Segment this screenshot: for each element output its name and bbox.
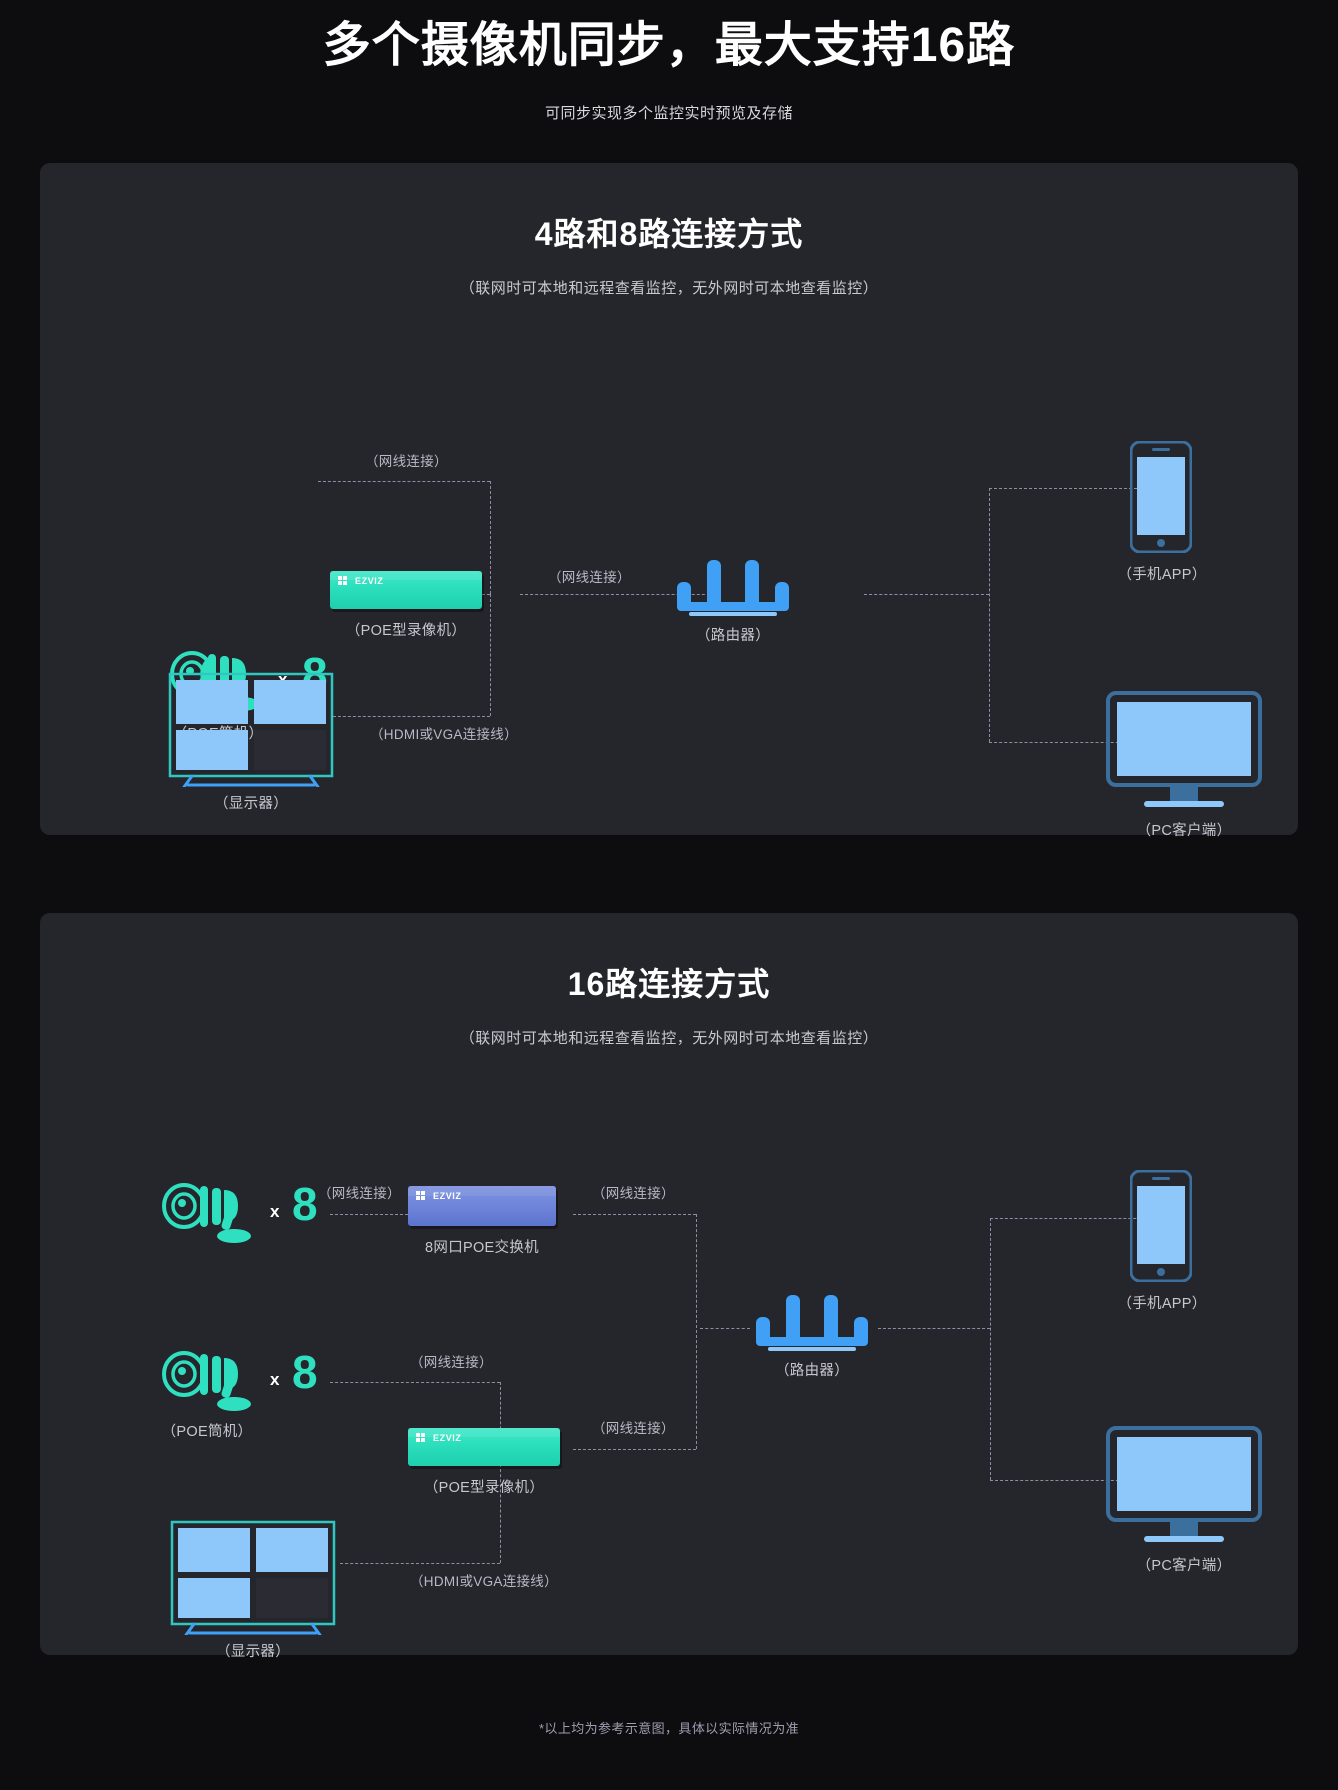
node-phone-2[interactable]: （手机APP） — [1117, 1169, 1206, 1312]
pc-monitor-icon — [1106, 691, 1262, 809]
wire-trunk-vertical — [989, 488, 990, 742]
router-icon — [673, 548, 793, 616]
node-pc[interactable]: （PC客户端） — [1106, 691, 1262, 839]
camera-top-multiplier-x: x — [270, 1202, 280, 1221]
wire-trunk-to-pc — [989, 742, 1134, 743]
nvr-device-icon: EZVIZ — [330, 571, 482, 609]
pc-label: （PC客户端） — [1136, 823, 1232, 839]
ezviz-logo-nvr-2: EZVIZ — [416, 1433, 462, 1443]
page-title: 多个摄像机同步，最大支持16路 — [322, 19, 1016, 72]
camera-bottom-label: （POE筒机） — [161, 1424, 253, 1440]
wire-nvr-to-router — [700, 1328, 750, 1329]
wire-label-camera-bottom-to-nvr: （网线连接） — [410, 1355, 493, 1370]
node-nvr-2[interactable]: EZVIZ （POE型录像机） — [408, 1428, 560, 1496]
wire-trunk-to-phone — [990, 1218, 1156, 1219]
wire-label-camera-top-to-switch: （网线连接） — [318, 1186, 401, 1201]
section-1-diagram: x 8 （POE筒机） （网线连接） EZVIZ （POE型录像机） — [40, 298, 1298, 970]
wire-camera-bottom-to-nvr-horizontal — [330, 1382, 500, 1383]
wire-label-nvr-to-router: （网线连接） — [592, 1421, 675, 1436]
node-router-2[interactable]: （路由器） — [752, 1283, 872, 1379]
wire-label-nvr-to-display: （HDMI或VGA连接线） — [370, 727, 518, 742]
wire-camera-to-nvr-horizontal — [318, 481, 490, 482]
ezviz-wordmark: EZVIZ — [355, 576, 384, 586]
nvr-label: （POE型录像机） — [345, 623, 467, 639]
section-four-and-eight-channel: 4路和8路连接方式 （联网时可本地和远程查看监控，无外网时可本地查看监控） — [40, 163, 1298, 839]
node-router[interactable]: （路由器） — [673, 548, 793, 644]
node-poe-switch[interactable]: EZVIZ 8网口POE交换机 — [408, 1186, 556, 1256]
wire-label-nvr-to-router: （网线连接） — [548, 570, 631, 585]
node-display-2[interactable]: （显示器） — [170, 1520, 336, 1660]
camera-bottom-multiplier-count: 8 — [292, 1346, 318, 1398]
node-camera-top-group[interactable]: x 8 — [162, 1178, 318, 1244]
footnote: *以上均为参考示意图，具体以实际情况为准 — [538, 1721, 800, 1736]
pc-monitor-icon-2 — [1106, 1426, 1262, 1544]
poe-switch-icon: EZVIZ — [408, 1186, 556, 1226]
wire-trunk-to-pc — [990, 1480, 1134, 1481]
wire-nvr-to-display-vertical — [500, 1449, 501, 1563]
wire-label-switch-to-nvr: （网线连接） — [592, 1186, 675, 1201]
wire-switch-to-nvr-vertical — [696, 1214, 697, 1449]
phone-icon — [1129, 440, 1193, 554]
page-subtitle: 可同步实现多个监控实时预览及存储 — [544, 105, 793, 122]
ezviz-mark-icon — [416, 1433, 425, 1442]
router-icon-2 — [752, 1283, 872, 1351]
wire-camera-top-to-switch — [330, 1214, 408, 1215]
display-icon-2 — [170, 1520, 336, 1637]
ezviz-wordmark-switch: EZVIZ — [433, 1191, 462, 1201]
display-label-2: （显示器） — [216, 1644, 290, 1660]
camera-bottom-multiplier-x: x — [270, 1370, 280, 1389]
section-sixteen-channel: 16路连接方式 （联网时可本地和远程查看监控，无外网时可本地查看监控） — [40, 913, 1298, 1660]
node-camera-bottom-group[interactable]: x 8 （POE筒机） — [162, 1346, 318, 1440]
ezviz-mark-icon — [416, 1191, 425, 1200]
camera-bottom-icon — [162, 1346, 254, 1412]
section-1-title: 4路和8路连接方式 — [534, 216, 804, 252]
wire-nvr-to-display-horizontal — [333, 716, 490, 717]
wire-nvr-to-display-vertical — [490, 594, 491, 716]
section-2-diagram: x 8 EZVIZ 8网口POE交换机 （网线连接） （网线连 — [40, 1048, 1298, 1790]
pc-label-2: （PC客户端） — [1136, 1558, 1232, 1574]
ezviz-logo: EZVIZ — [338, 576, 384, 586]
wire-router-to-trunk — [878, 1328, 990, 1329]
phone-label: （手机APP） — [1117, 567, 1207, 583]
node-display[interactable]: （显示器） — [168, 672, 334, 812]
ezviz-logo-switch: EZVIZ — [416, 1191, 462, 1201]
phone-label-2: （手机APP） — [1117, 1296, 1207, 1312]
camera-multiplier-x: x — [278, 670, 288, 689]
poe-switch-label: 8网口POE交换机 — [425, 1240, 539, 1256]
phone-icon-2 — [1129, 1169, 1193, 1283]
ezviz-mark-icon — [338, 576, 347, 585]
node-nvr[interactable]: EZVIZ （POE型录像机） — [330, 571, 482, 639]
router-label: （路由器） — [696, 628, 770, 644]
wire-label-camera-to-nvr: （网线连接） — [365, 454, 448, 469]
wire-trunk-to-phone — [989, 488, 1157, 489]
display-label: （显示器） — [214, 796, 288, 812]
section-2-title: 16路连接方式 — [567, 966, 771, 1002]
wire-switch-to-nvr-horizontal — [573, 1214, 696, 1215]
wire-trunk-vertical — [990, 1218, 991, 1480]
nvr-device-icon-2: EZVIZ — [408, 1428, 560, 1466]
wire-camera-bottom-to-nvr-vertical — [500, 1382, 501, 1449]
nvr-label-2: （POE型录像机） — [423, 1480, 545, 1496]
wire-nvr-to-router — [520, 594, 720, 595]
wire-switch-to-nvr-entry — [573, 1449, 696, 1450]
camera-top-icon — [162, 1178, 254, 1244]
wire-nvr-to-display-horizontal — [340, 1563, 500, 1564]
node-pc-2[interactable]: （PC客户端） — [1106, 1426, 1262, 1574]
camera-top-multiplier-count: 8 — [292, 1178, 318, 1230]
wire-router-to-trunk — [864, 594, 989, 595]
section-2-subtitle: （联网时可本地和远程查看监控，无外网时可本地查看监控） — [459, 1030, 879, 1047]
wire-camera-to-nvr-vertical — [490, 481, 491, 594]
ezviz-wordmark-nvr-2: EZVIZ — [433, 1433, 462, 1443]
display-icon — [168, 672, 334, 789]
router-label-2: （路由器） — [775, 1363, 849, 1379]
wire-label-nvr-to-display: （HDMI或VGA连接线） — [410, 1574, 558, 1589]
node-phone[interactable]: （手机APP） — [1117, 440, 1206, 583]
page-header: 多个摄像机同步，最大支持16路 可同步实现多个监控实时预览及存储 — [0, 0, 1338, 123]
section-1-subtitle: （联网时可本地和远程查看监控，无外网时可本地查看监控） — [459, 280, 879, 297]
